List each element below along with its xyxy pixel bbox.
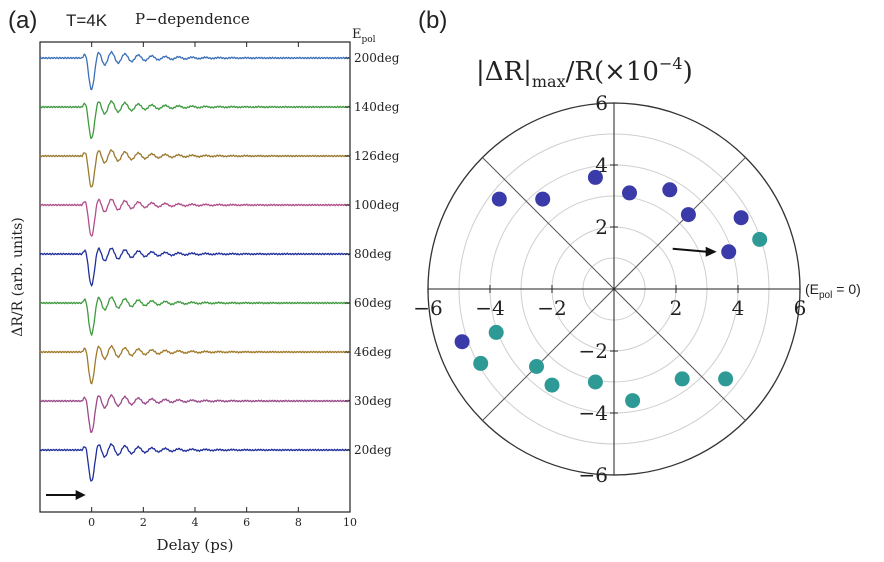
polar-arrow-head [705,246,717,257]
panel-a-label: (a) [8,7,37,34]
polar-title: |ΔR|max/R(×10−4) [476,54,693,91]
trace-60deg [39,296,351,337]
temperature-label: T=4K [66,11,108,30]
panel-a: (a) T=4K P−dependence Epol ΔR/R (arb. un… [8,7,400,554]
trace-label: 126deg [354,149,400,163]
polar-x-tick-label: 4 [732,296,745,320]
panel-b: (b) |ΔR|max/R(×10−4) −6−6−4−4−2−2224466 … [413,7,861,487]
polar-point [662,182,678,198]
polar-point [473,355,489,371]
polar-x-tick-label: −2 [537,296,566,320]
trace-label: 60deg [354,296,392,310]
polar-point [454,334,470,350]
mode-label: P−dependence [135,10,250,28]
trace-200deg [39,50,351,91]
trace-126deg [39,148,351,188]
trace-80deg [39,246,351,288]
polar-point [733,210,749,226]
polar-point [529,359,544,374]
x-tick-label: 4 [192,516,199,529]
polar-arrow-shaft [672,247,707,253]
x-axis-label: Delay (ps) [157,536,234,554]
panel-a-frame [39,41,351,513]
trace-label: 46deg [354,345,392,359]
x-tick-group: 0 2 4 6 8 10 [88,42,357,529]
polar-point [535,191,551,207]
trace-30deg [40,393,351,434]
polar-y-tick-label: 6 [595,91,608,115]
trace-20deg [39,442,351,482]
time-zero-arrow [46,490,86,500]
polar-point [674,371,690,387]
arrow-head [75,490,86,500]
trace-label: 30deg [354,394,392,408]
x-tick-label: 6 [243,516,250,529]
x-tick-label: 10 [343,516,357,529]
polar-point [587,169,603,185]
polar-x-tick-label: −4 [475,296,504,320]
trace-label: 140deg [354,100,400,114]
polar-point [721,244,737,260]
polar-x-tick-label: 6 [794,296,807,320]
trace-group: 200deg 140deg 126deg 100deg 80deg 60deg 46deg 3… [39,50,400,482]
trace-label: 20deg [354,443,392,457]
polar-point [544,377,560,393]
polar-y-tick-label: −6 [579,463,608,487]
x-tick-label: 0 [88,516,95,529]
trace-label: 200deg [354,51,400,65]
panel-b-label: (b) [418,7,447,34]
polar-y-tick-label: 2 [595,215,608,239]
polar-x-tick-label: 2 [670,296,683,320]
y-axis-label: ΔR/R (arb. units) [10,217,26,337]
trace-label: 80deg [354,247,392,261]
trace-label: 100deg [354,198,400,212]
trace-100deg [39,198,351,237]
polar-point [680,207,696,223]
polar-y-tick-label: −2 [579,339,608,363]
polar-point [587,374,603,390]
x-tick-label: 8 [295,516,302,529]
polar-y-tick-label: −4 [579,401,608,425]
polar-point [752,231,768,247]
polar-point [622,185,637,201]
trace-46deg [39,344,351,385]
polar-point [488,324,504,340]
x-tick-label: 2 [140,516,147,529]
epol-zero-annotation: (Epol = 0) [805,281,861,301]
polar-point [718,371,734,387]
trace-140deg [39,100,351,140]
polar-point [491,191,507,207]
polar-x-tick-label: −6 [413,296,442,320]
epol-label: Epol [352,27,376,45]
polar-point [625,393,641,409]
